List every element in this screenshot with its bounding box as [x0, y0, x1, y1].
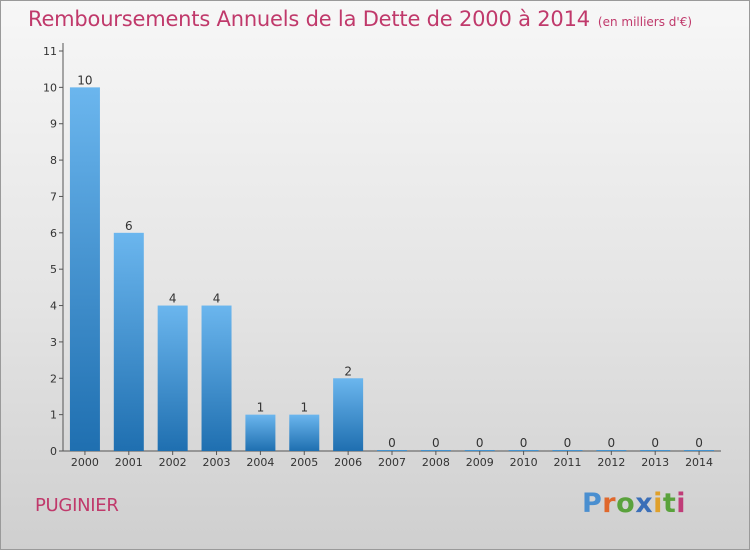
- logo-letter: i: [676, 488, 687, 519]
- chart-title-block: Remboursements Annuels de la Dette de 20…: [28, 7, 692, 31]
- chart-subtitle: (en milliers d'€): [597, 15, 693, 29]
- logo-letter: P: [582, 488, 603, 519]
- y-tick-label: 9: [50, 118, 57, 131]
- x-tick-label: 2005: [290, 456, 318, 469]
- bar: [508, 450, 539, 451]
- x-tick-label: 2008: [422, 456, 450, 469]
- data-label: 1: [257, 401, 265, 415]
- bar: [157, 305, 188, 451]
- bar: [201, 305, 232, 451]
- bar: [596, 450, 627, 451]
- data-label: 0: [520, 436, 528, 450]
- logo-letter: i: [653, 488, 663, 519]
- y-tick-label: 6: [50, 227, 57, 240]
- bar: [69, 87, 100, 451]
- data-label: 0: [432, 436, 440, 450]
- y-tick-label: 2: [50, 372, 57, 385]
- y-tick-label: 4: [50, 300, 57, 313]
- y-tick-label: 7: [50, 190, 57, 203]
- commune-name: PUGINIER: [35, 495, 119, 516]
- y-tick-label: 0: [50, 445, 57, 458]
- y-tick-label: 3: [50, 336, 57, 349]
- data-label: 10: [77, 73, 92, 87]
- bar: [640, 450, 671, 451]
- data-label: 0: [651, 436, 659, 450]
- bar: [420, 450, 451, 451]
- x-tick-label: 2000: [71, 456, 99, 469]
- logo-letter: x: [635, 488, 654, 519]
- data-label: 0: [608, 436, 616, 450]
- data-label: 0: [476, 436, 484, 450]
- chart-bars: [69, 87, 715, 451]
- bar: [464, 450, 495, 451]
- bar: [113, 232, 144, 451]
- y-tick-label: 1: [50, 409, 57, 422]
- bar: [333, 378, 364, 451]
- proxiti-logo[interactable]: Proxiti: [582, 488, 686, 519]
- x-tick-label: 2002: [159, 456, 187, 469]
- bar: [377, 450, 407, 451]
- data-label: 1: [300, 401, 308, 415]
- y-tick-label: 11: [43, 45, 57, 58]
- x-tick-label: 2014: [685, 456, 713, 469]
- x-tick-label: 2011: [553, 456, 581, 469]
- x-tick-label: 2013: [641, 456, 669, 469]
- x-tick-label: 2006: [334, 456, 362, 469]
- x-tick-label: 2001: [115, 456, 143, 469]
- bar: [684, 450, 715, 451]
- data-label: 2: [344, 364, 352, 378]
- data-label: 4: [213, 292, 221, 306]
- logo-letter: t: [662, 488, 677, 519]
- x-tick-label: 2003: [203, 456, 231, 469]
- data-label: 0: [388, 436, 396, 450]
- bar: [245, 414, 276, 451]
- x-tick-label: 2004: [246, 456, 274, 469]
- data-label: 6: [125, 219, 133, 233]
- y-tick-label: 5: [50, 263, 57, 276]
- x-tick-label: 2007: [378, 456, 406, 469]
- data-label: 4: [169, 292, 177, 306]
- data-label: 0: [564, 436, 572, 450]
- bar: [552, 450, 583, 451]
- data-label: 0: [695, 436, 703, 450]
- x-tick-label: 2009: [466, 456, 494, 469]
- y-tick-label: 10: [43, 81, 57, 94]
- bar: [289, 414, 320, 451]
- chart-labels: 10 2000 6 2001 4 2002 4 2003 1 2004 1 2005 2 2006 0 200…: [71, 73, 713, 469]
- x-tick-label: 2012: [597, 456, 625, 469]
- x-tick-label: 2010: [510, 456, 538, 469]
- logo-letter: o: [616, 488, 636, 519]
- y-tick-label: 8: [50, 154, 57, 167]
- chart-title: Remboursements Annuels de la Dette de 20…: [28, 7, 590, 31]
- logo-letter: r: [602, 488, 617, 519]
